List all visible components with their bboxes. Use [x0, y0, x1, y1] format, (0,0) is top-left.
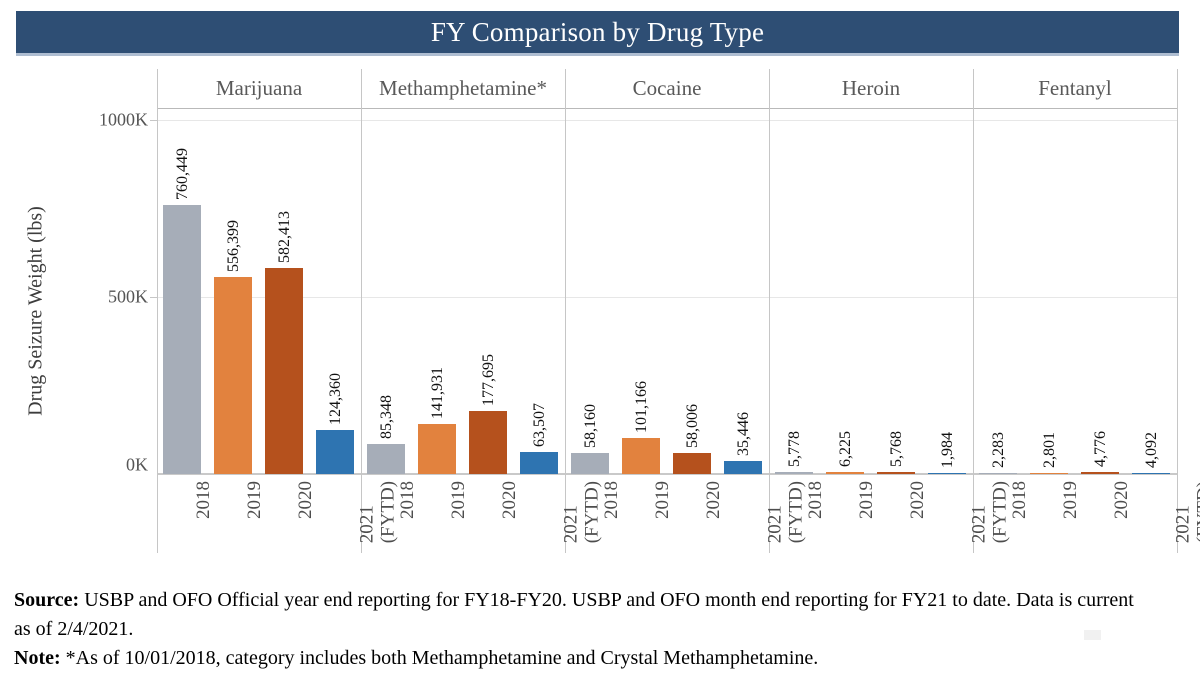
bar — [1132, 473, 1170, 474]
x-tick-label: 2021 (FYTD) — [764, 481, 806, 544]
bar — [469, 411, 507, 474]
x-tick-label: 2021 (FYTD) — [968, 481, 1010, 544]
x-tick-label: 2018 — [804, 481, 826, 519]
bar-value-label: 141,931 — [428, 367, 446, 419]
bar-value-label: 177,695 — [479, 354, 497, 406]
bar-value-label: 124,360 — [326, 373, 344, 425]
footer-notes: Source: USBP and OFO Official year end r… — [14, 586, 1184, 673]
x-tick-label: 2018 — [192, 481, 214, 519]
bar — [979, 473, 1017, 474]
category-header: Fentanyl — [1038, 76, 1112, 100]
y-axis-tick — [150, 120, 157, 121]
source-text-1: USBP and OFO Official year end reporting… — [79, 589, 1134, 611]
y-axis-tick — [150, 297, 157, 298]
bar — [877, 472, 915, 474]
bar-value-label: 5,768 — [887, 431, 905, 467]
x-tick-label: 2019 — [447, 481, 469, 519]
note-line: Note: *As of 10/01/2018, category includ… — [14, 644, 1184, 673]
bar-value-label: 4,092 — [1142, 432, 1160, 468]
bar-value-label: 63,507 — [530, 403, 548, 447]
bar — [214, 277, 252, 474]
bar-value-label: 6,225 — [836, 431, 854, 467]
bar — [1030, 473, 1068, 474]
bar — [673, 453, 711, 474]
bar-value-label: 101,166 — [632, 381, 650, 433]
bar — [826, 472, 864, 474]
category-header: Heroin — [841, 76, 901, 100]
bar — [622, 438, 660, 474]
bar — [418, 424, 456, 474]
y-axis-title: Drug Seizure Weight (lbs) — [24, 206, 47, 416]
x-tick-label: 2020 — [906, 481, 928, 519]
source-line: Source: USBP and OFO Official year end r… — [14, 586, 1184, 615]
x-tick-label: 2018 — [600, 481, 622, 519]
bar-value-label: 582,413 — [275, 211, 293, 263]
bar-value-label: 760,449 — [173, 148, 191, 200]
bar — [367, 444, 405, 474]
stray-highlight-artifact — [1084, 630, 1101, 640]
source-label: Source: — [14, 589, 80, 611]
bar — [775, 472, 813, 474]
bar-value-label: 58,160 — [581, 404, 599, 448]
bar-value-label: 58,006 — [683, 404, 701, 448]
panel-divider — [1177, 69, 1178, 553]
note-text: *As of 10/01/2018, category includes bot… — [60, 647, 819, 669]
bar — [928, 473, 966, 474]
x-tick-label: 2019 — [651, 481, 673, 519]
x-tick-label: 2018 — [396, 481, 418, 519]
x-tick-label: 2020 — [702, 481, 724, 519]
source-line-continued: as of 2/4/2021. — [14, 618, 134, 640]
x-tick-label: 2018 — [1008, 481, 1030, 519]
bar-value-label: 5,778 — [785, 431, 803, 467]
category-header: Cocaine — [632, 76, 702, 100]
bar — [520, 452, 558, 474]
x-tick-label: 2019 — [1059, 481, 1081, 519]
bar — [724, 461, 762, 474]
bar-value-label: 4,776 — [1091, 431, 1109, 467]
category-header: Methamphetamine* — [379, 76, 547, 100]
bar-value-label: 35,446 — [734, 412, 752, 456]
y-tick-label: 1000K — [99, 109, 148, 130]
y-tick-label: 500K — [108, 286, 148, 307]
note-label: Note: — [14, 647, 61, 669]
bar — [316, 430, 354, 474]
panel-divider — [973, 69, 974, 553]
category-header: Marijuana — [215, 76, 303, 100]
bar — [571, 453, 609, 474]
bar-value-label: 556,399 — [224, 220, 242, 272]
x-tick-label: 2020 — [294, 481, 316, 519]
x-tick-label: 2020 — [498, 481, 520, 519]
chart-title-bar: FY Comparison by Drug Type — [16, 11, 1179, 56]
bar-value-label: 2,283 — [989, 432, 1007, 468]
bar — [163, 205, 201, 474]
bar-value-label: 1,984 — [938, 432, 956, 468]
x-tick-label: 2021 (FYTD) — [560, 481, 602, 544]
x-tick-label: 2021 (FYTD) — [1172, 481, 1200, 544]
header-underline — [157, 108, 1177, 109]
x-tick-label: 2020 — [1110, 481, 1132, 519]
bar — [265, 268, 303, 474]
chart-title: FY Comparison by Drug Type — [430, 16, 765, 47]
bar-value-label: 2,801 — [1040, 432, 1058, 468]
x-axis-baseline — [157, 473, 1177, 475]
bar — [1081, 472, 1119, 474]
panel-divider — [769, 69, 770, 553]
x-tick-label: 2019 — [855, 481, 877, 519]
panel-divider — [565, 69, 566, 553]
panel-divider — [361, 69, 362, 553]
x-tick-label: 2021 (FYTD) — [356, 481, 398, 544]
y-axis-line — [157, 69, 158, 553]
gridline — [157, 297, 1177, 298]
gridline — [157, 120, 1177, 121]
bar-value-label: 85,348 — [377, 395, 395, 439]
x-tick-label: 2019 — [243, 481, 265, 519]
y-tick-label: 0K — [126, 454, 148, 475]
